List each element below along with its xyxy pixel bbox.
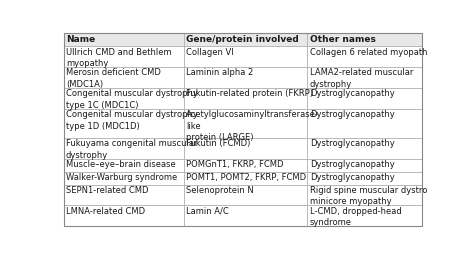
Text: Dystroglycanopathy: Dystroglycanopathy	[310, 173, 394, 182]
Bar	[184, 33, 308, 46]
Text: POMGnT1, FKRP, FCMD: POMGnT1, FKRP, FCMD	[186, 160, 283, 169]
Bar	[64, 46, 184, 67]
Bar	[64, 185, 184, 205]
Bar	[308, 33, 422, 46]
Bar	[184, 46, 308, 67]
Text: Other names: Other names	[310, 35, 375, 44]
Bar	[184, 172, 308, 185]
Bar	[184, 109, 308, 138]
Text: Dystroglycanopathy: Dystroglycanopathy	[310, 139, 394, 148]
Text: LMNA-related CMD: LMNA-related CMD	[66, 207, 145, 216]
Bar	[64, 67, 184, 88]
Bar	[64, 205, 184, 226]
Bar	[64, 88, 184, 109]
Text: Fukuyama congenital muscular
dystrophy: Fukuyama congenital muscular dystrophy	[66, 139, 197, 160]
Text: Muscle–eye–brain disease: Muscle–eye–brain disease	[66, 160, 175, 169]
Text: Lamin A/C: Lamin A/C	[186, 207, 229, 216]
Text: Gene/protein involved: Gene/protein involved	[186, 35, 299, 44]
Bar	[64, 172, 184, 185]
Text: Fukutin (FCMD): Fukutin (FCMD)	[186, 139, 250, 148]
Bar	[64, 33, 184, 46]
Text: Fukutin-related protein (FKRP): Fukutin-related protein (FKRP)	[186, 89, 313, 98]
Text: Rigid spine muscular dystrophy,
minicore myopathy: Rigid spine muscular dystrophy, minicore…	[310, 186, 446, 206]
Text: Ullrich CMD and Bethlem
myopathy: Ullrich CMD and Bethlem myopathy	[66, 48, 172, 68]
Bar	[308, 138, 422, 159]
Text: Dystroglycanopathy: Dystroglycanopathy	[310, 89, 394, 98]
Text: Congenital muscular dystrophy
type 1C (MDC1C): Congenital muscular dystrophy type 1C (M…	[66, 89, 198, 110]
Text: Collagen VI: Collagen VI	[186, 48, 234, 57]
Bar	[184, 205, 308, 226]
Text: LAMA2-related muscular
dystrophy: LAMA2-related muscular dystrophy	[310, 68, 413, 89]
Bar	[184, 138, 308, 159]
Bar	[184, 67, 308, 88]
Bar	[308, 172, 422, 185]
Bar	[308, 205, 422, 226]
Text: Acetylglucosaminyltransferase-
like
protein (LARGE): Acetylglucosaminyltransferase- like prot…	[186, 110, 319, 142]
Bar	[308, 185, 422, 205]
Bar	[308, 46, 422, 67]
Bar	[184, 159, 308, 172]
Bar	[184, 185, 308, 205]
Text: SEPN1-related CMD: SEPN1-related CMD	[66, 186, 148, 195]
Bar	[308, 109, 422, 138]
Text: Congenital muscular dystrophy
type 1D (MDC1D): Congenital muscular dystrophy type 1D (M…	[66, 110, 198, 131]
Text: Dystroglycanopathy: Dystroglycanopathy	[310, 160, 394, 169]
Bar	[308, 159, 422, 172]
Text: Merosin deficient CMD
(MDC1A): Merosin deficient CMD (MDC1A)	[66, 68, 161, 89]
Text: Name: Name	[66, 35, 95, 44]
Text: POMT1, POMT2, FKRP, FCMD: POMT1, POMT2, FKRP, FCMD	[186, 173, 306, 182]
Bar	[64, 138, 184, 159]
Text: Collagen 6 related myopathies: Collagen 6 related myopathies	[310, 48, 439, 57]
Text: Laminin alpha 2: Laminin alpha 2	[186, 68, 253, 77]
Bar	[184, 88, 308, 109]
Text: Selenoprotein N: Selenoprotein N	[186, 186, 254, 195]
Text: Dystroglycanopathy: Dystroglycanopathy	[310, 110, 394, 119]
Text: L-CMD, dropped-head
syndrome: L-CMD, dropped-head syndrome	[310, 207, 401, 227]
Bar	[64, 109, 184, 138]
Bar	[64, 159, 184, 172]
Bar	[308, 88, 422, 109]
Text: Walker-Warburg syndrome: Walker-Warburg syndrome	[66, 173, 177, 182]
Bar	[308, 67, 422, 88]
